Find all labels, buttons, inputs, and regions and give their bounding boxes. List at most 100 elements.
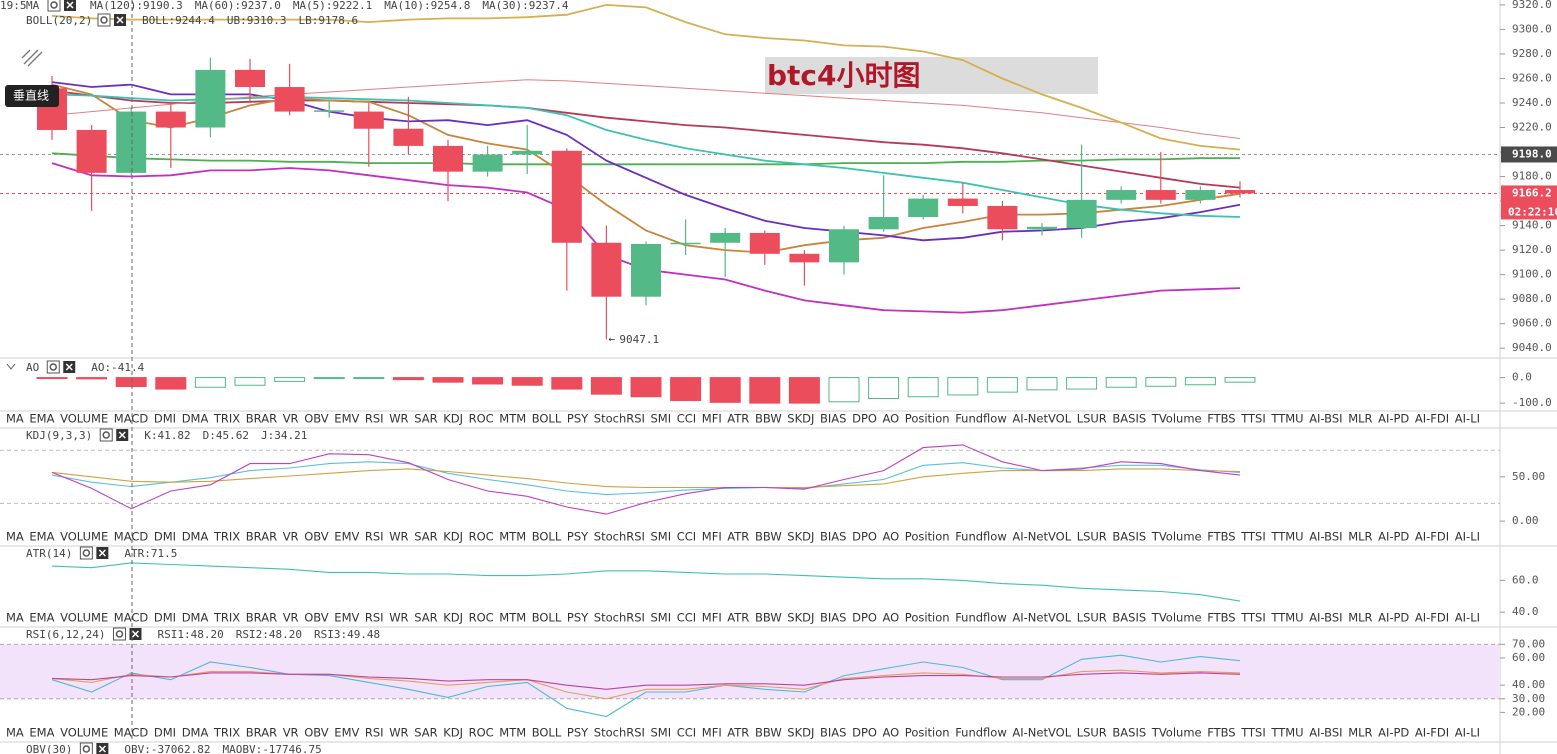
indicator-tab[interactable]: RSI	[365, 726, 384, 740]
indicator-tab[interactable]: MFI	[702, 726, 722, 740]
indicator-tab[interactable]: WR	[389, 412, 408, 426]
indicator-tab[interactable]: ATR	[727, 412, 749, 426]
indicator-tab[interactable]: AO	[883, 530, 900, 544]
indicator-tab[interactable]: EMA	[29, 530, 54, 544]
indicator-tab[interactable]: VOLUME	[60, 530, 108, 544]
indicator-tab[interactable]: StochRSI	[594, 726, 645, 740]
indicator-tab[interactable]: CCI	[677, 530, 696, 544]
settings-button[interactable]	[99, 428, 113, 442]
indicator-tab[interactable]: BBW	[755, 726, 782, 740]
indicator-tab[interactable]: VR	[283, 611, 299, 625]
indicator-tab[interactable]: BIAS	[820, 611, 846, 625]
indicator-tab[interactable]: SAR	[414, 611, 437, 625]
indicator-tab[interactable]: BOLL	[532, 726, 562, 740]
indicator-tab[interactable]: MLR	[1348, 611, 1372, 625]
indicator-tab[interactable]: MACD	[114, 726, 149, 740]
indicator-tab[interactable]: BASIS	[1112, 412, 1146, 426]
indicator-tab[interactable]: DMI	[154, 726, 176, 740]
indicator-tab[interactable]: VR	[283, 412, 299, 426]
indicator-tab[interactable]: MFI	[702, 611, 722, 625]
indicator-tab[interactable]: WR	[389, 611, 408, 625]
indicator-tab[interactable]: Position	[905, 726, 950, 740]
indicator-tab[interactable]: PSY	[567, 412, 589, 426]
indicator-tab[interactable]: ROC	[469, 412, 494, 426]
indicator-tab[interactable]: MA	[6, 611, 24, 625]
indicator-tab[interactable]: VR	[283, 726, 299, 740]
indicator-tab[interactable]: SAR	[414, 412, 437, 426]
indicator-tab[interactable]: ROC	[469, 530, 494, 544]
indicator-tab[interactable]: DMA	[182, 530, 209, 544]
indicator-tab[interactable]: AI-NetVOL	[1012, 412, 1071, 426]
indicator-tab[interactable]: WR	[389, 726, 408, 740]
indicator-tab[interactable]: Fundflow	[955, 726, 1007, 740]
indicator-tab[interactable]: SAR	[414, 530, 437, 544]
indicator-tab[interactable]: LSUR	[1077, 611, 1107, 625]
indicator-tab[interactable]: Position	[905, 530, 950, 544]
indicator-tab[interactable]: AI-NetVOL	[1012, 530, 1071, 544]
indicator-tab[interactable]: RSI	[365, 611, 384, 625]
indicator-tab[interactable]: LSUR	[1077, 726, 1107, 740]
indicator-tab[interactable]: AI-NetVOL	[1012, 726, 1071, 740]
indicator-tab[interactable]: KDJ	[443, 726, 463, 740]
indicator-tab[interactable]: MTM	[499, 611, 526, 625]
indicator-tab[interactable]: SKDJ	[787, 530, 814, 544]
indicator-tab[interactable]: MTM	[499, 530, 526, 544]
indicator-tab[interactable]: DPO	[852, 726, 877, 740]
indicator-tab[interactable]: ATR	[727, 726, 749, 740]
indicator-tab[interactable]: BRAR	[246, 611, 277, 625]
indicator-tab[interactable]: ROC	[469, 726, 494, 740]
settings-button[interactable]	[79, 742, 93, 754]
indicator-tab[interactable]: StochRSI	[594, 530, 645, 544]
indicator-tab[interactable]: FTBS	[1207, 611, 1235, 625]
indicator-tab[interactable]: MLR	[1348, 530, 1372, 544]
indicator-tab[interactable]: TRIX	[213, 726, 240, 740]
settings-button[interactable]	[112, 627, 126, 641]
indicator-tab[interactable]: AI-FDI	[1415, 611, 1449, 625]
indicator-tab[interactable]: PSY	[567, 530, 589, 544]
indicator-tab[interactable]: MFI	[702, 530, 722, 544]
indicator-tab[interactable]: Fundflow	[955, 611, 1007, 625]
indicator-tab[interactable]: DMA	[182, 412, 209, 426]
indicator-tab[interactable]: MA	[6, 412, 24, 426]
indicator-tab[interactable]: VOLUME	[60, 726, 108, 740]
indicator-tab[interactable]: KDJ	[443, 611, 463, 625]
indicator-tab[interactable]: AO	[883, 412, 900, 426]
indicator-tab[interactable]: TVolume	[1151, 412, 1202, 426]
settings-button[interactable]	[46, 360, 60, 374]
indicator-tab[interactable]: BRAR	[246, 530, 277, 544]
indicator-tab[interactable]: TTSI	[1240, 412, 1266, 426]
indicator-tab[interactable]: TTMU	[1270, 530, 1303, 544]
indicator-tab[interactable]: SMI	[651, 530, 672, 544]
settings-button[interactable]	[97, 13, 111, 27]
indicator-tab[interactable]: SMI	[651, 726, 672, 740]
indicator-tab[interactable]: AI-BSI	[1309, 611, 1342, 625]
indicator-tab[interactable]: VOLUME	[60, 611, 108, 625]
indicator-tab[interactable]: SKDJ	[787, 412, 814, 426]
indicator-tab[interactable]: BOLL	[532, 530, 562, 544]
indicator-tab[interactable]: MA	[6, 726, 24, 740]
indicator-tab[interactable]: MLR	[1348, 726, 1372, 740]
indicator-tab[interactable]: ATR	[727, 530, 749, 544]
indicator-tab[interactable]: MACD	[114, 412, 149, 426]
indicator-tab[interactable]: AI-FDI	[1415, 726, 1449, 740]
indicator-tab[interactable]: DMI	[154, 530, 176, 544]
indicator-tab[interactable]: TVolume	[1151, 726, 1202, 740]
indicator-tab[interactable]: AI-LI	[1455, 412, 1480, 426]
indicator-tab[interactable]: BRAR	[246, 726, 277, 740]
indicator-tab[interactable]: StochRSI	[594, 412, 645, 426]
indicator-tab[interactable]: AI-BSI	[1309, 412, 1342, 426]
indicator-tab[interactable]: DMA	[182, 726, 209, 740]
indicator-tab[interactable]: AI-PD	[1378, 412, 1409, 426]
indicator-tab[interactable]: EMV	[334, 412, 359, 426]
indicator-tab[interactable]: BBW	[755, 530, 782, 544]
indicator-tab[interactable]: BIAS	[820, 530, 846, 544]
indicator-tab[interactable]: TTSI	[1240, 611, 1266, 625]
indicator-tab[interactable]: OBV	[304, 412, 329, 426]
indicator-tab[interactable]: BASIS	[1112, 611, 1146, 625]
indicator-tab[interactable]: FTBS	[1207, 412, 1235, 426]
indicator-tab[interactable]: StochRSI	[594, 611, 645, 625]
indicator-tab[interactable]: WR	[389, 530, 408, 544]
indicator-tab[interactable]: AI-LI	[1455, 726, 1480, 740]
indicator-tab[interactable]: TTMU	[1270, 726, 1303, 740]
indicator-tab[interactable]: SAR	[414, 726, 437, 740]
